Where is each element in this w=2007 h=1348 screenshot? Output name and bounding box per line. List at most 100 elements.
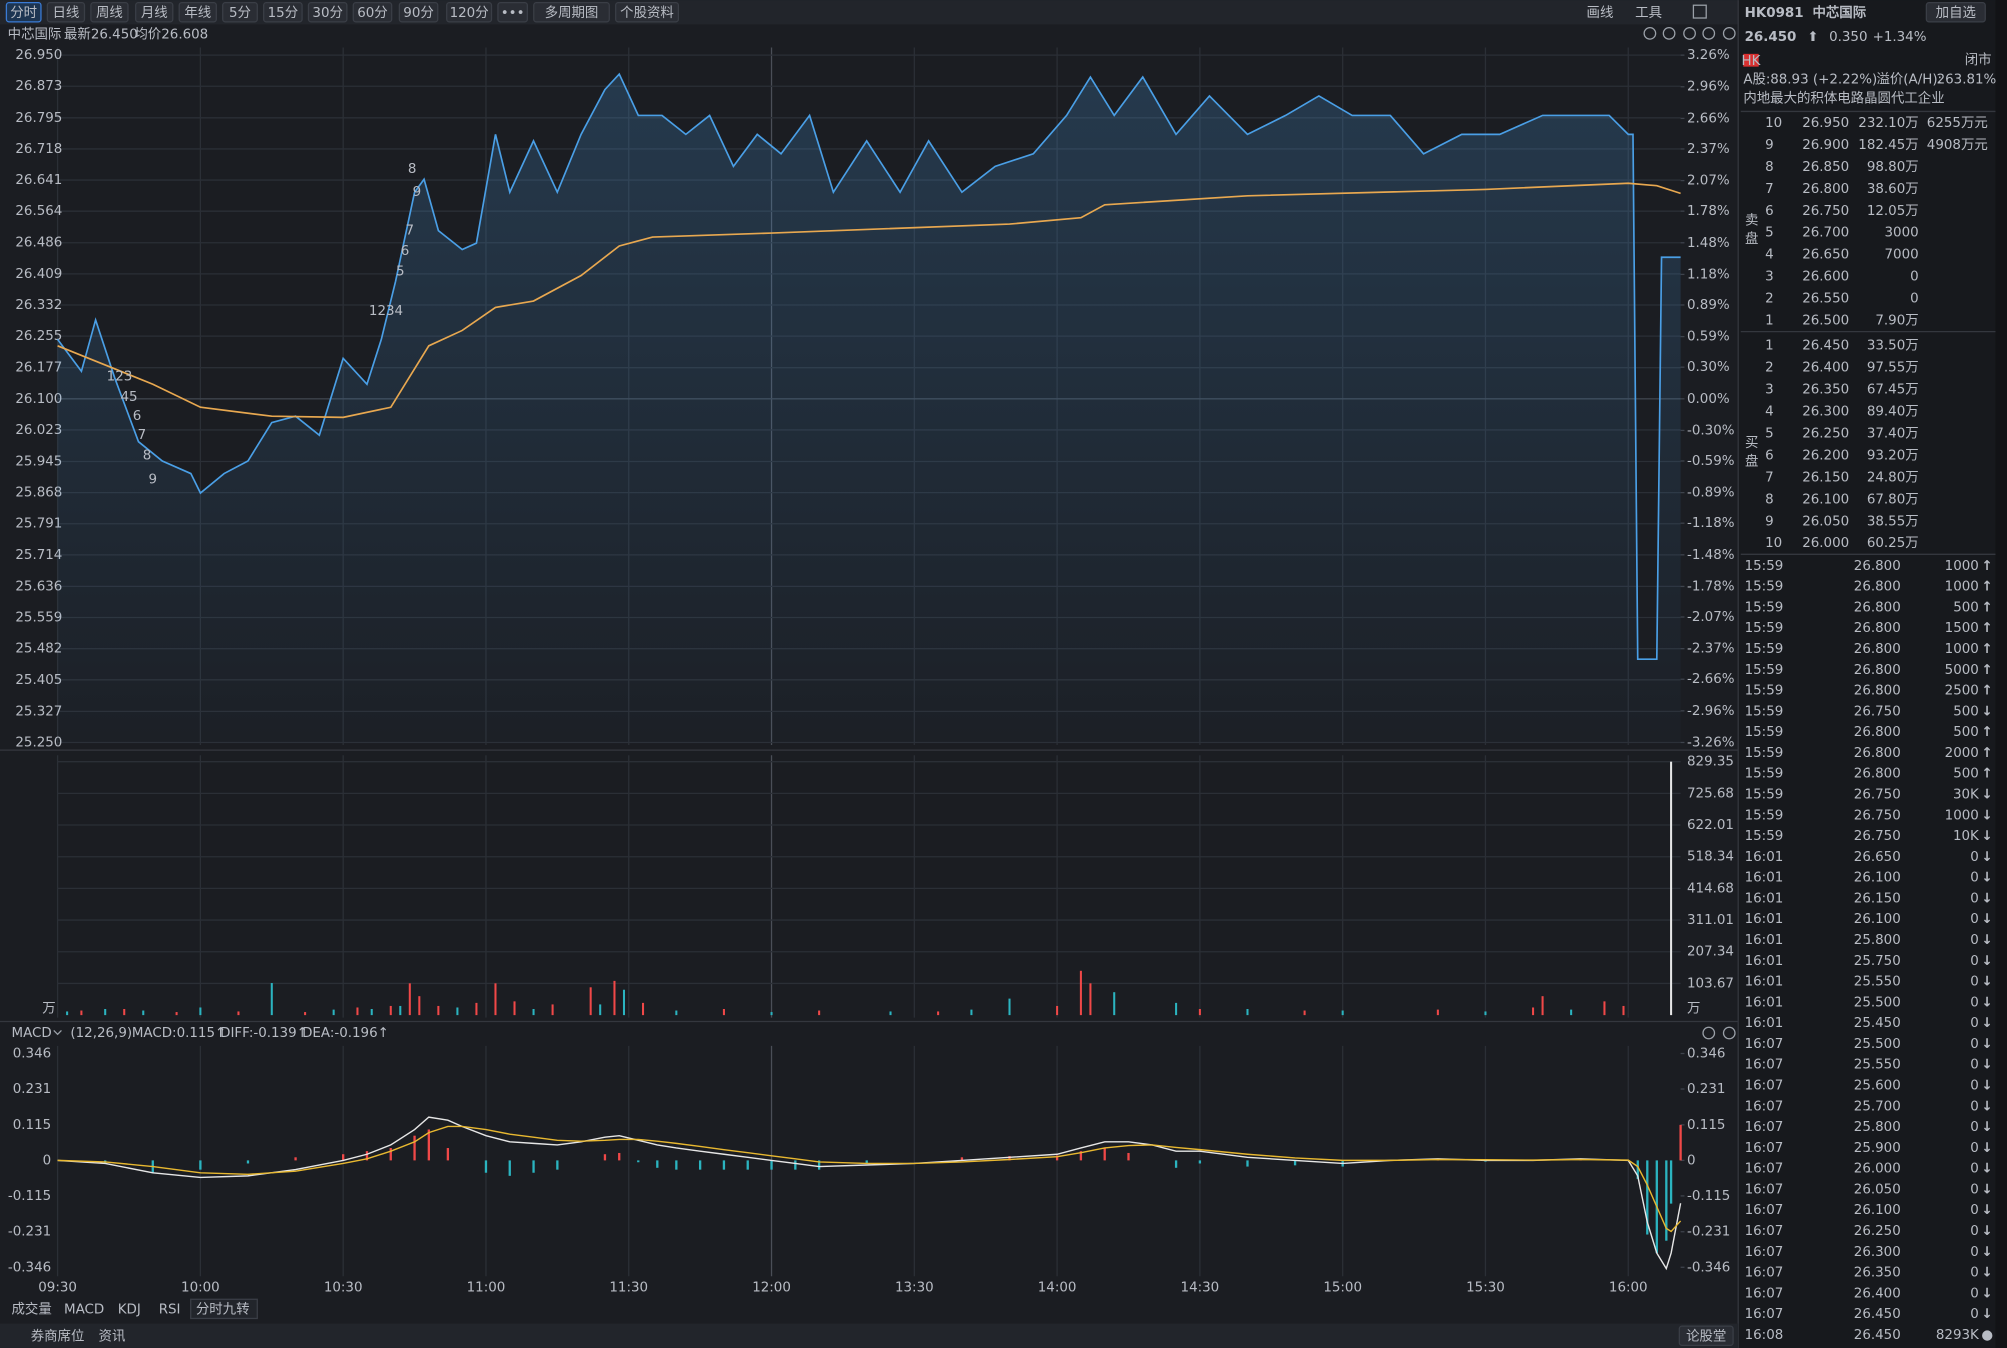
x-tick-label: 09:30	[38, 1281, 77, 1296]
tab-button[interactable]	[352, 2, 393, 23]
trade-volume: 0	[1970, 1224, 1979, 1239]
trade-volume: 0	[1970, 912, 1979, 927]
indicator-tab[interactable]: RSI	[159, 1303, 181, 1318]
tab-label[interactable]: 5分	[229, 5, 251, 21]
macd-bar	[1008, 1156, 1011, 1161]
side-label: 买盘	[1742, 435, 1759, 472]
premium-value: 263.81%	[1937, 72, 1997, 87]
tab-label[interactable]: 月线	[141, 5, 168, 21]
trade-volume: 0	[1970, 1079, 1979, 1094]
tab-button[interactable]	[222, 2, 258, 23]
forum-label[interactable]: 论股堂	[1686, 1328, 1726, 1344]
toolbar-action[interactable]: 工具	[1635, 6, 1662, 21]
tab-label[interactable]: 90分	[403, 5, 434, 21]
book-volume: 60.25万	[1867, 536, 1919, 551]
y-tick-label: 26.564	[15, 204, 62, 219]
tab-label[interactable]: 日线	[52, 5, 79, 21]
trade-arrow: ↓	[1981, 1182, 1992, 1197]
tab-button[interactable]	[190, 1298, 258, 1320]
tab-button[interactable]	[398, 2, 439, 23]
trade-volume: 1000	[1945, 808, 1979, 823]
tab-button[interactable]	[90, 2, 129, 23]
y2-tick-label: 2.07%	[1687, 174, 1730, 189]
book-volume: 24.80万	[1867, 470, 1919, 485]
watch-button[interactable]	[1925, 2, 1986, 23]
tab-label[interactable]: 120分	[450, 5, 489, 21]
watch-label[interactable]: 加自选	[1936, 5, 1976, 21]
book-level: 7	[1765, 182, 1774, 197]
trade-price: 26.750	[1854, 829, 1901, 844]
bottom-tab[interactable]: 券商席位	[31, 1328, 85, 1344]
trade-arrow: ↓	[1981, 1079, 1992, 1094]
macd-bar	[746, 1160, 749, 1170]
indicator-tab[interactable]: 分时九转	[196, 1302, 250, 1318]
y-tick-label: 25.327	[15, 704, 62, 719]
stock-name: 中芯国际	[1812, 4, 1866, 21]
trade-volume: 0	[1970, 1162, 1979, 1177]
tab-button[interactable]	[5, 2, 42, 23]
trade-time: 15:59	[1745, 642, 1784, 657]
tab-button[interactable]	[263, 2, 303, 23]
indicator-tab[interactable]: 成交量	[12, 1301, 52, 1318]
book-volume: 232.10万	[1858, 116, 1918, 131]
trade-time: 15:59	[1745, 559, 1784, 574]
indicator-name[interactable]: MACD	[12, 1026, 52, 1041]
tab-button[interactable]	[135, 2, 174, 23]
trade-arrow: ↓	[1981, 1266, 1992, 1281]
bottom-tab[interactable]: 资讯	[99, 1328, 126, 1344]
book-level: 5	[1765, 426, 1774, 441]
tab-label[interactable]: 周线	[96, 5, 123, 21]
trade-arrow: ↓	[1981, 1162, 1992, 1177]
tab-label[interactable]: 年线	[184, 5, 211, 21]
tab-button[interactable]	[533, 2, 610, 23]
book-volume: 7.90万	[1875, 314, 1918, 329]
dropdown[interactable]	[53, 1030, 62, 1036]
chart-icons[interactable]	[1643, 4, 1736, 1040]
trade-volume: 0	[1970, 1099, 1979, 1114]
td-signal: 1234	[369, 304, 403, 319]
macd-bar	[865, 1160, 868, 1164]
tab-button[interactable]	[497, 2, 528, 23]
trade-arrow: ↓	[1981, 1037, 1992, 1052]
trade-time: 15:59	[1745, 725, 1784, 740]
tab-label[interactable]: 30分	[312, 5, 343, 21]
trade-price: 25.600	[1854, 1079, 1901, 1094]
macd-bar	[698, 1160, 702, 1170]
book-level: 6	[1765, 448, 1774, 463]
trade-price: 26.450	[1854, 1328, 1901, 1343]
volume-bar	[1008, 998, 1011, 1016]
trade-volume: 0	[1970, 1141, 1979, 1156]
volume-bar	[1198, 1009, 1201, 1016]
trade-price: 25.800	[1854, 933, 1901, 948]
y2-tick-label: -2.07%	[1687, 610, 1735, 625]
indicator-tab[interactable]: KDJ	[118, 1303, 141, 1318]
price-change: 0.350	[1829, 30, 1867, 45]
tab-label[interactable]: •••	[501, 6, 525, 21]
tab-label[interactable]: 60分	[357, 5, 388, 21]
tab-label[interactable]: 多周期图	[545, 4, 599, 21]
macd-bar	[508, 1160, 511, 1176]
indicator-tab[interactable]: MACD	[64, 1303, 104, 1318]
trade-volume: 0	[1970, 1120, 1979, 1135]
trade-arrow: ↓	[1981, 975, 1992, 990]
tab-button[interactable]	[446, 2, 493, 23]
trade-price: 26.750	[1854, 704, 1901, 719]
tab-label[interactable]: 分时	[10, 5, 37, 21]
tab-button[interactable]	[178, 2, 217, 23]
trade-arrow: ↓	[1981, 787, 1992, 802]
tab-button[interactable]	[307, 2, 348, 23]
y-tick-label: 26.795	[15, 111, 62, 126]
trade-volume: 0	[1970, 1307, 1979, 1322]
book-price: 26.550	[1802, 292, 1849, 307]
macd-bar	[722, 1160, 726, 1170]
tab-label[interactable]: 个股资料	[620, 5, 674, 21]
trade-time: 15:59	[1745, 808, 1784, 823]
trade-time: 15:59	[1745, 746, 1784, 761]
toolbar-action[interactable]: 画线	[1587, 5, 1614, 21]
tab-button[interactable]	[46, 2, 86, 23]
tab-button[interactable]	[615, 2, 680, 23]
forum-button[interactable]	[1678, 1325, 1734, 1346]
trade-arrow: ↓	[1981, 1224, 1992, 1239]
tab-label[interactable]: 15分	[268, 5, 299, 21]
trade-time: 15:59	[1745, 767, 1784, 782]
